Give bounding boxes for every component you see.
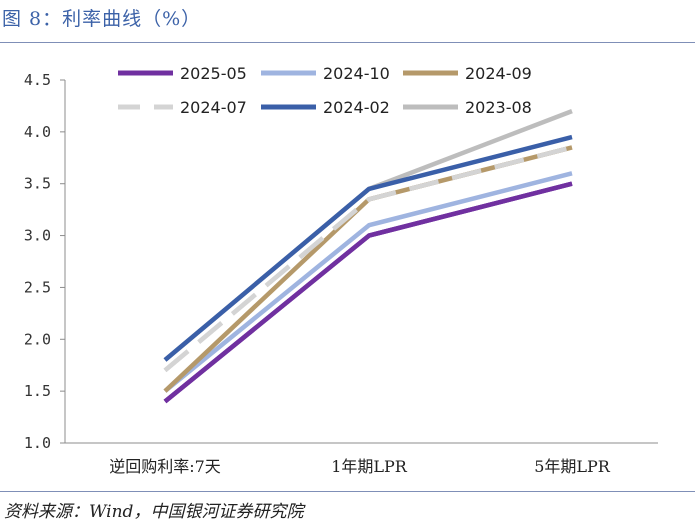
x-category-label: 逆回购利率:7天 <box>109 457 221 476</box>
y-axis-ticks: 1.0 1.5 2.0 2.5 3.0 3.5 4.0 4.5 <box>24 71 65 452</box>
line-chart: 1.0 1.5 2.0 2.5 3.0 3.5 4.0 4.5 逆回购利率:7天 1年期LPR 5… <box>24 64 658 476</box>
y-tick-label: 2.0 <box>24 330 51 348</box>
series-line-2024-07 <box>163 145 573 373</box>
source-note: 资料来源：Wind，中国银河证券研究院 <box>4 502 304 522</box>
top-rule <box>0 42 695 43</box>
legend-label: 2024-09 <box>465 64 532 83</box>
series-line-2024-07-overlay <box>163 145 573 373</box>
series-line-2024-10 <box>163 171 573 393</box>
x-category-label: 5年期LPR <box>534 457 611 476</box>
y-tick-label: 3.0 <box>24 227 51 245</box>
figure-title: 图 8：利率曲线（%） <box>2 8 202 30</box>
series-line-2025-05-top <box>163 181 573 404</box>
legend-label: 2023-08 <box>465 98 532 117</box>
y-tick-label: 4.0 <box>24 123 51 141</box>
y-tick-label: 1.5 <box>24 382 51 400</box>
legend-label: 2024-07 <box>180 98 247 117</box>
chart-axes <box>64 80 658 444</box>
y-tick-label: 2.5 <box>24 278 51 296</box>
y-tick-label: 1.0 <box>24 434 51 452</box>
x-category-label: 1年期LPR <box>331 457 408 476</box>
y-tick-label: 3.5 <box>24 175 51 193</box>
series-line-2024-02 <box>163 134 573 362</box>
series-lines <box>163 109 573 404</box>
x-axis-categories: 逆回购利率:7天 1年期LPR 5年期LPR <box>109 457 611 476</box>
y-tick-label: 4.5 <box>24 71 51 89</box>
legend-label: 2024-10 <box>323 64 390 83</box>
legend-label: 2025-05 <box>180 64 247 83</box>
bottom-rule <box>0 491 695 492</box>
legend-label: 2024-02 <box>323 98 390 117</box>
series-line-2025-05 <box>163 181 573 404</box>
chart-legend: 2025-05 2024-10 2024-09 2024-07 2024-02 2023-… <box>118 64 532 117</box>
